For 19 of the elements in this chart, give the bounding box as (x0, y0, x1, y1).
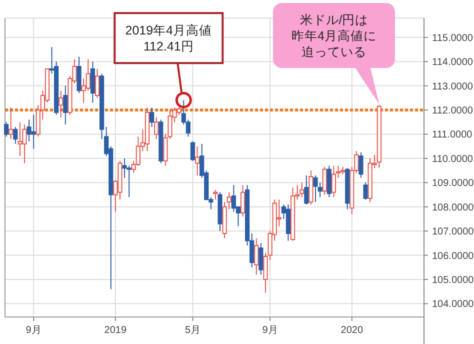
x-tick-label: 9月 (26, 325, 42, 336)
y-tick-label: 115.0000 (432, 32, 474, 44)
y-tick-label: 104.0000 (432, 299, 474, 310)
y-tick-label: 113.0000 (432, 81, 474, 92)
y-tick-label: 112.0000 (432, 106, 474, 116)
y-tick-label: 111.0000 (432, 130, 473, 141)
y-tick-label: 109.0000 (432, 178, 474, 190)
y-tick-label: 105.0000 (432, 274, 474, 286)
y-tick-label: 114.0000 (432, 57, 474, 68)
y-tick-label: 107.0000 (432, 226, 474, 238)
y-tick-label: 106.0000 (432, 250, 474, 262)
annotation: 2019年4月高値112.41円 (125, 22, 212, 54)
annotation: 米ドル/円は昨年4月高値に迫っている (292, 13, 376, 59)
x-tick-label: 9月 (262, 325, 278, 336)
y-tick-label: 108.0000 (432, 202, 474, 214)
x-tick-label: 2019 (104, 325, 127, 336)
y-tick-label: 110.0000 (432, 154, 474, 165)
x-tick-label: 2020 (340, 325, 364, 336)
x-tick-label: 5月 (184, 325, 201, 336)
